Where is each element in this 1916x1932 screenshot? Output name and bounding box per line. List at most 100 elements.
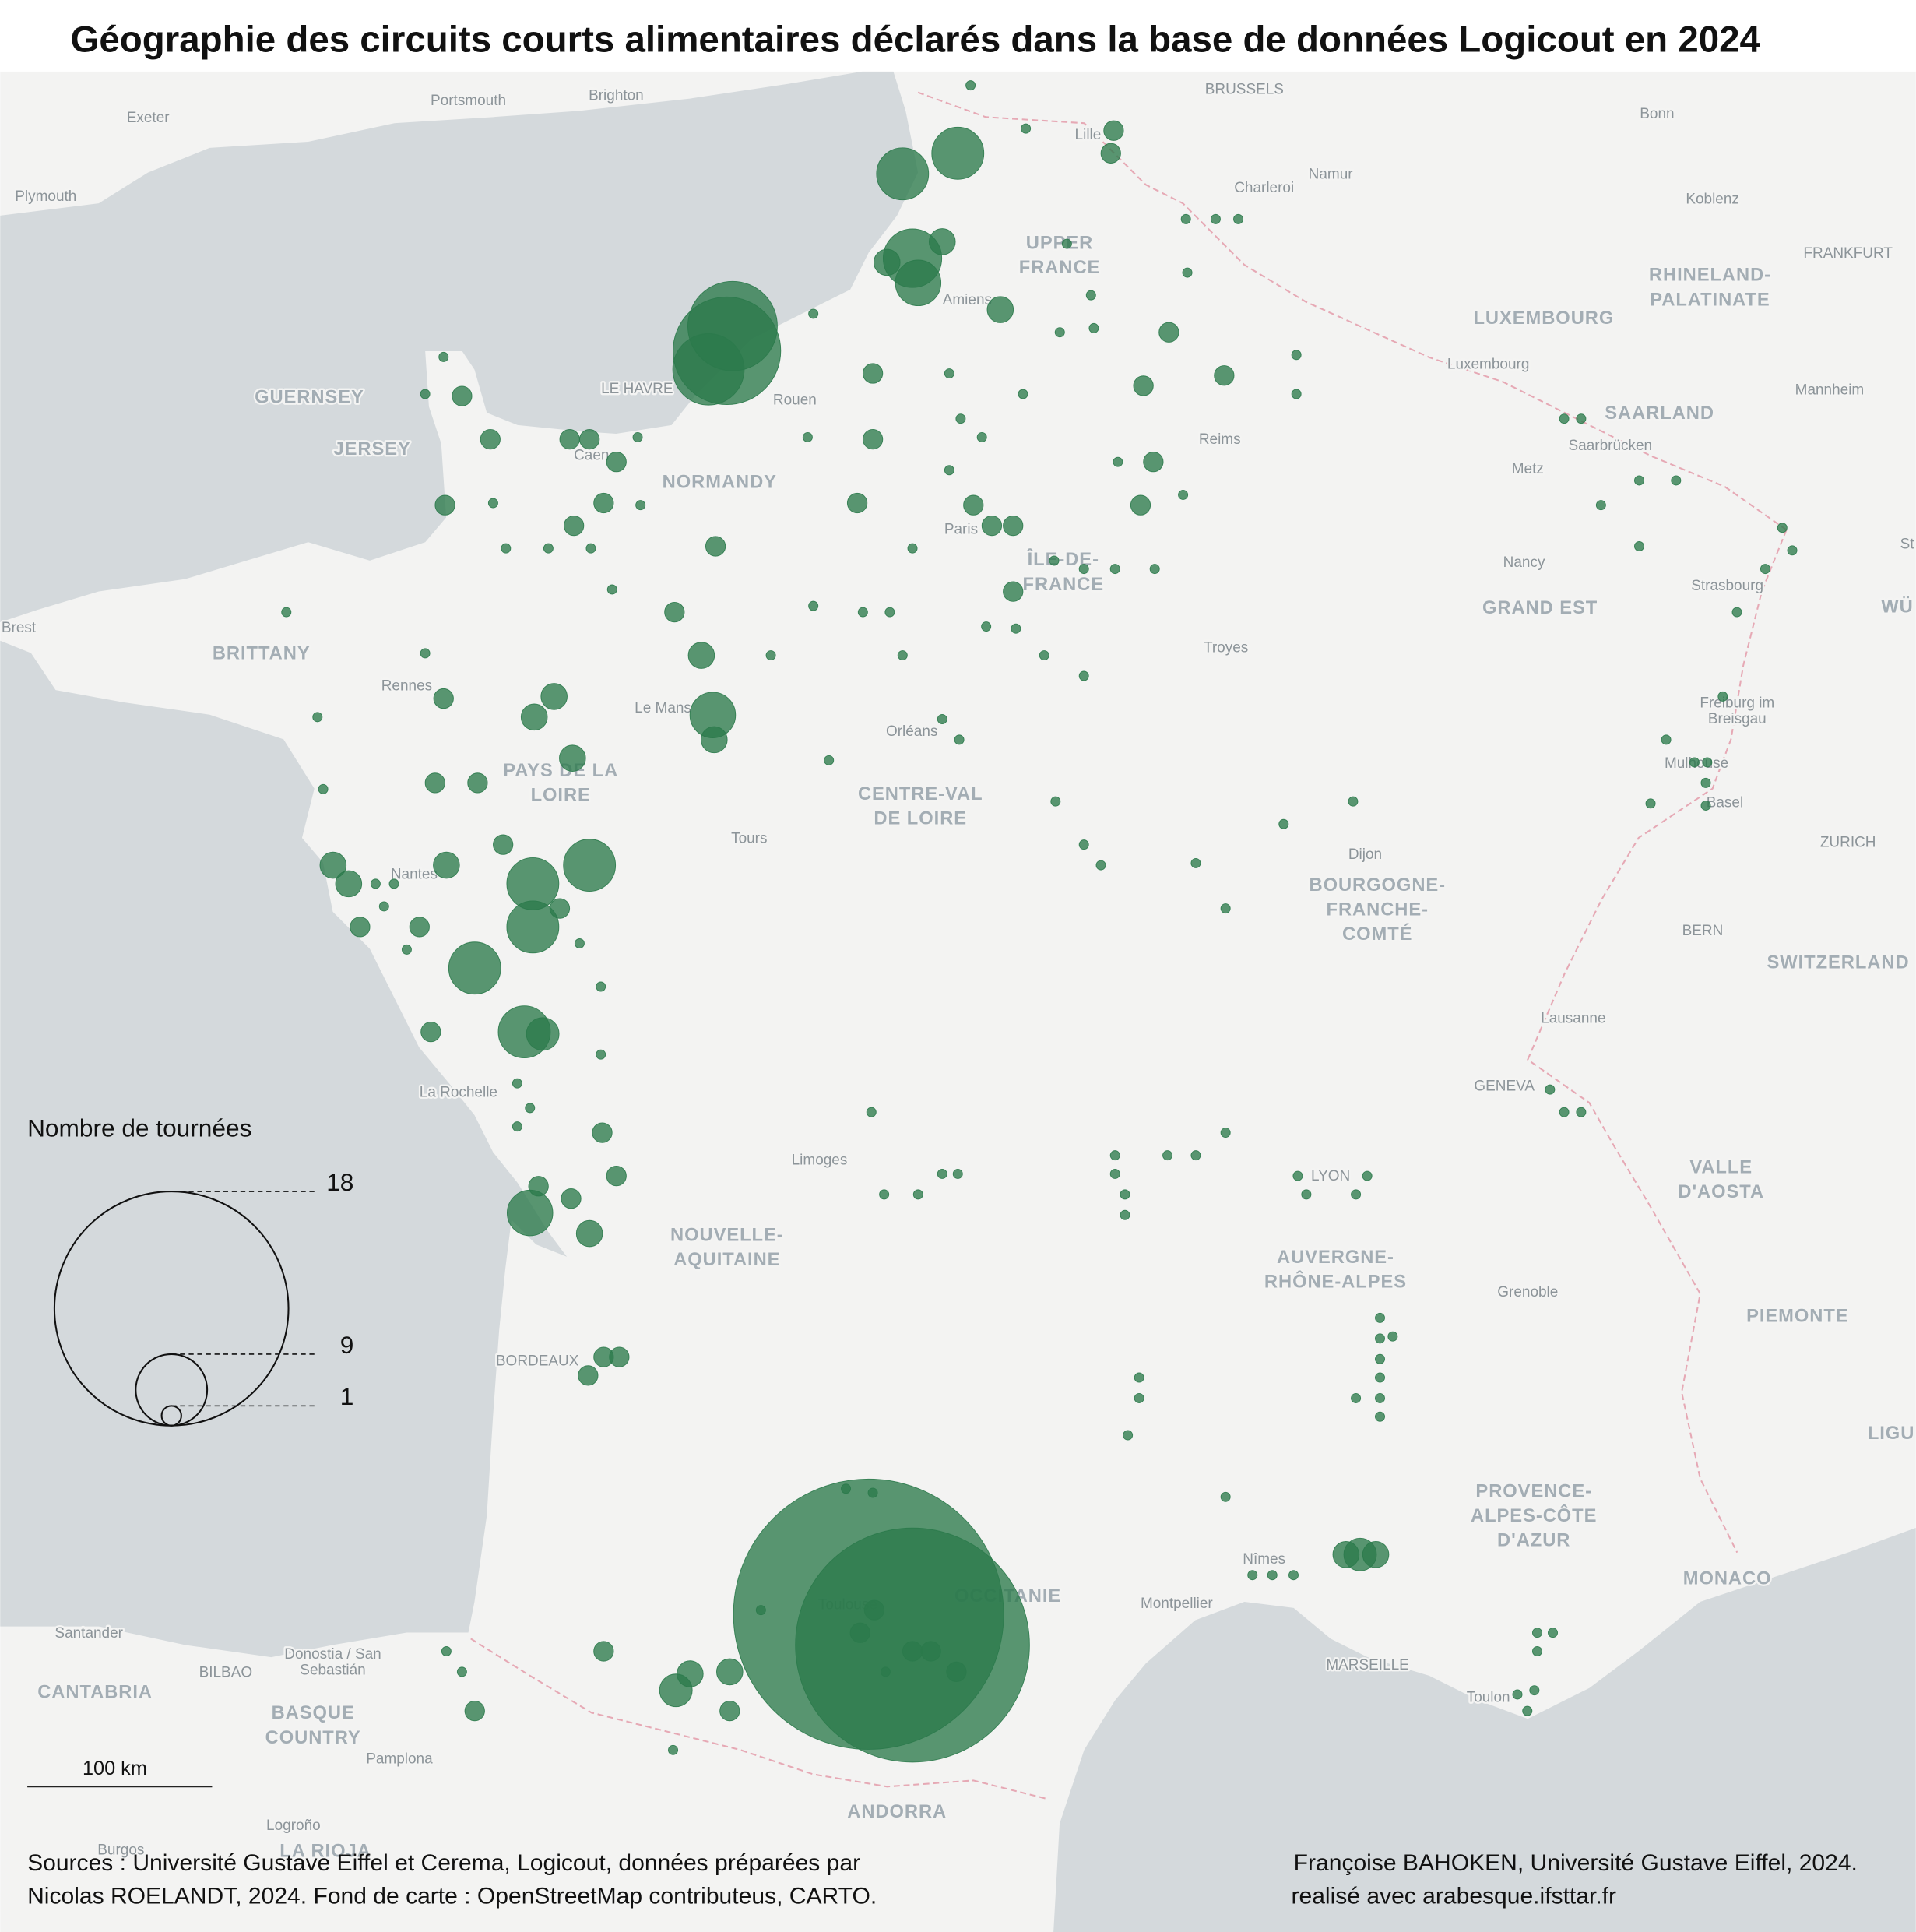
place-label: BERN bbox=[1682, 923, 1724, 939]
scale-label: 100 km bbox=[83, 1758, 147, 1779]
bubble bbox=[593, 1641, 614, 1662]
bubble bbox=[1278, 818, 1289, 829]
place-label: Amiens bbox=[943, 292, 992, 308]
place-label: Plymouth bbox=[15, 188, 76, 205]
region-label: UPPER bbox=[1026, 234, 1093, 254]
bubble bbox=[952, 1168, 963, 1179]
bubble bbox=[593, 492, 614, 514]
bubble bbox=[1143, 452, 1164, 473]
bubble bbox=[895, 259, 942, 307]
bubble bbox=[1559, 413, 1570, 424]
bubble bbox=[876, 147, 930, 201]
bubble bbox=[954, 734, 965, 745]
place-label: BORDEAUX bbox=[496, 1353, 579, 1369]
bubble bbox=[487, 498, 498, 509]
bubble bbox=[401, 944, 412, 955]
credits-line: Françoise BAHOKEN, Université Gustave Ei… bbox=[1294, 1850, 1858, 1876]
bubble bbox=[1787, 545, 1798, 556]
bubble bbox=[1731, 607, 1742, 618]
bubble bbox=[1576, 1107, 1587, 1117]
bubble bbox=[928, 228, 956, 255]
place-label: Brest bbox=[2, 620, 37, 636]
place-label: St bbox=[1900, 536, 1915, 552]
bubble bbox=[281, 607, 292, 618]
region-label: MONACO bbox=[1683, 1569, 1772, 1589]
bubble bbox=[585, 543, 596, 554]
bubble bbox=[1214, 365, 1235, 386]
bubble bbox=[1375, 1392, 1385, 1403]
bubble bbox=[963, 494, 984, 516]
place-label: Sebastián bbox=[300, 1663, 365, 1679]
bubble bbox=[880, 1666, 891, 1677]
place-label: Luxembourg bbox=[1447, 356, 1529, 372]
bubble bbox=[563, 839, 617, 892]
bubble bbox=[564, 515, 585, 537]
bubble bbox=[1050, 796, 1061, 807]
bubble bbox=[388, 878, 399, 889]
region-label: D'AZUR bbox=[1497, 1531, 1570, 1551]
place-label: Saarbrücken bbox=[1569, 438, 1653, 454]
bubble bbox=[549, 898, 571, 919]
bubble bbox=[1634, 541, 1644, 552]
bubble bbox=[1054, 327, 1065, 338]
bubble bbox=[866, 1107, 877, 1117]
place-label: Paris bbox=[944, 521, 978, 537]
region-label: FRANCE bbox=[1019, 258, 1101, 278]
bubble bbox=[1576, 413, 1587, 424]
bubble bbox=[879, 1189, 890, 1200]
place-label: Logroño bbox=[266, 1818, 321, 1834]
bubble bbox=[520, 703, 548, 731]
bubble bbox=[506, 1189, 554, 1237]
bubble bbox=[434, 494, 455, 516]
place-label: Santander bbox=[54, 1625, 123, 1642]
place-label: Rennes bbox=[381, 677, 432, 694]
region-label: COUNTRY bbox=[265, 1728, 361, 1748]
bubble bbox=[1190, 857, 1201, 868]
bubble bbox=[1531, 1645, 1542, 1656]
bubble bbox=[596, 981, 606, 992]
bubble bbox=[1021, 123, 1032, 134]
region-label: RHÔNE-ALPES bbox=[1264, 1270, 1407, 1292]
bubble bbox=[862, 363, 884, 384]
bubble bbox=[1039, 650, 1049, 661]
mediterranean-sea bbox=[1053, 1528, 1916, 1932]
bubble bbox=[965, 80, 976, 91]
place-label: Troyes bbox=[1204, 639, 1248, 656]
bubble bbox=[420, 648, 431, 659]
bubble bbox=[1595, 500, 1606, 511]
legend-value: 18 bbox=[326, 1168, 353, 1196]
bubble bbox=[1559, 1107, 1570, 1117]
bubble bbox=[944, 368, 954, 379]
bubble bbox=[1375, 1353, 1385, 1364]
bubble bbox=[677, 1660, 704, 1687]
bubble bbox=[1133, 375, 1154, 396]
region-label: BRITTANY bbox=[213, 643, 311, 663]
bubble bbox=[937, 1168, 947, 1179]
region-label: ANDORRA bbox=[847, 1802, 947, 1822]
region-label: AUVERGNE- bbox=[1277, 1248, 1394, 1268]
bubble bbox=[420, 1021, 441, 1043]
bubble bbox=[1548, 1628, 1558, 1638]
bubble bbox=[846, 492, 868, 514]
bubble bbox=[687, 642, 715, 669]
region-label: CENTRE-VAL bbox=[858, 784, 983, 804]
bubble bbox=[1003, 515, 1024, 537]
bubble bbox=[849, 1622, 870, 1643]
region-label: PALATINATE bbox=[1650, 290, 1770, 310]
place-label: LE HAVRE bbox=[601, 381, 673, 397]
bubble bbox=[1634, 475, 1644, 486]
place-label: Donostia / San bbox=[284, 1646, 381, 1663]
place-label: Strasbourg bbox=[1691, 578, 1763, 594]
bubble bbox=[1529, 1685, 1540, 1696]
bubble bbox=[1717, 691, 1728, 702]
bubble bbox=[802, 431, 813, 442]
bubble bbox=[635, 500, 646, 511]
bubble bbox=[1109, 564, 1120, 575]
bubble bbox=[559, 744, 586, 772]
bubble bbox=[705, 536, 726, 557]
place-label: Dijon bbox=[1348, 846, 1382, 863]
sources-line: Sources : Université Gustave Eiffel et C… bbox=[27, 1850, 860, 1876]
bubble bbox=[1267, 1570, 1278, 1581]
bubble bbox=[528, 1176, 549, 1197]
